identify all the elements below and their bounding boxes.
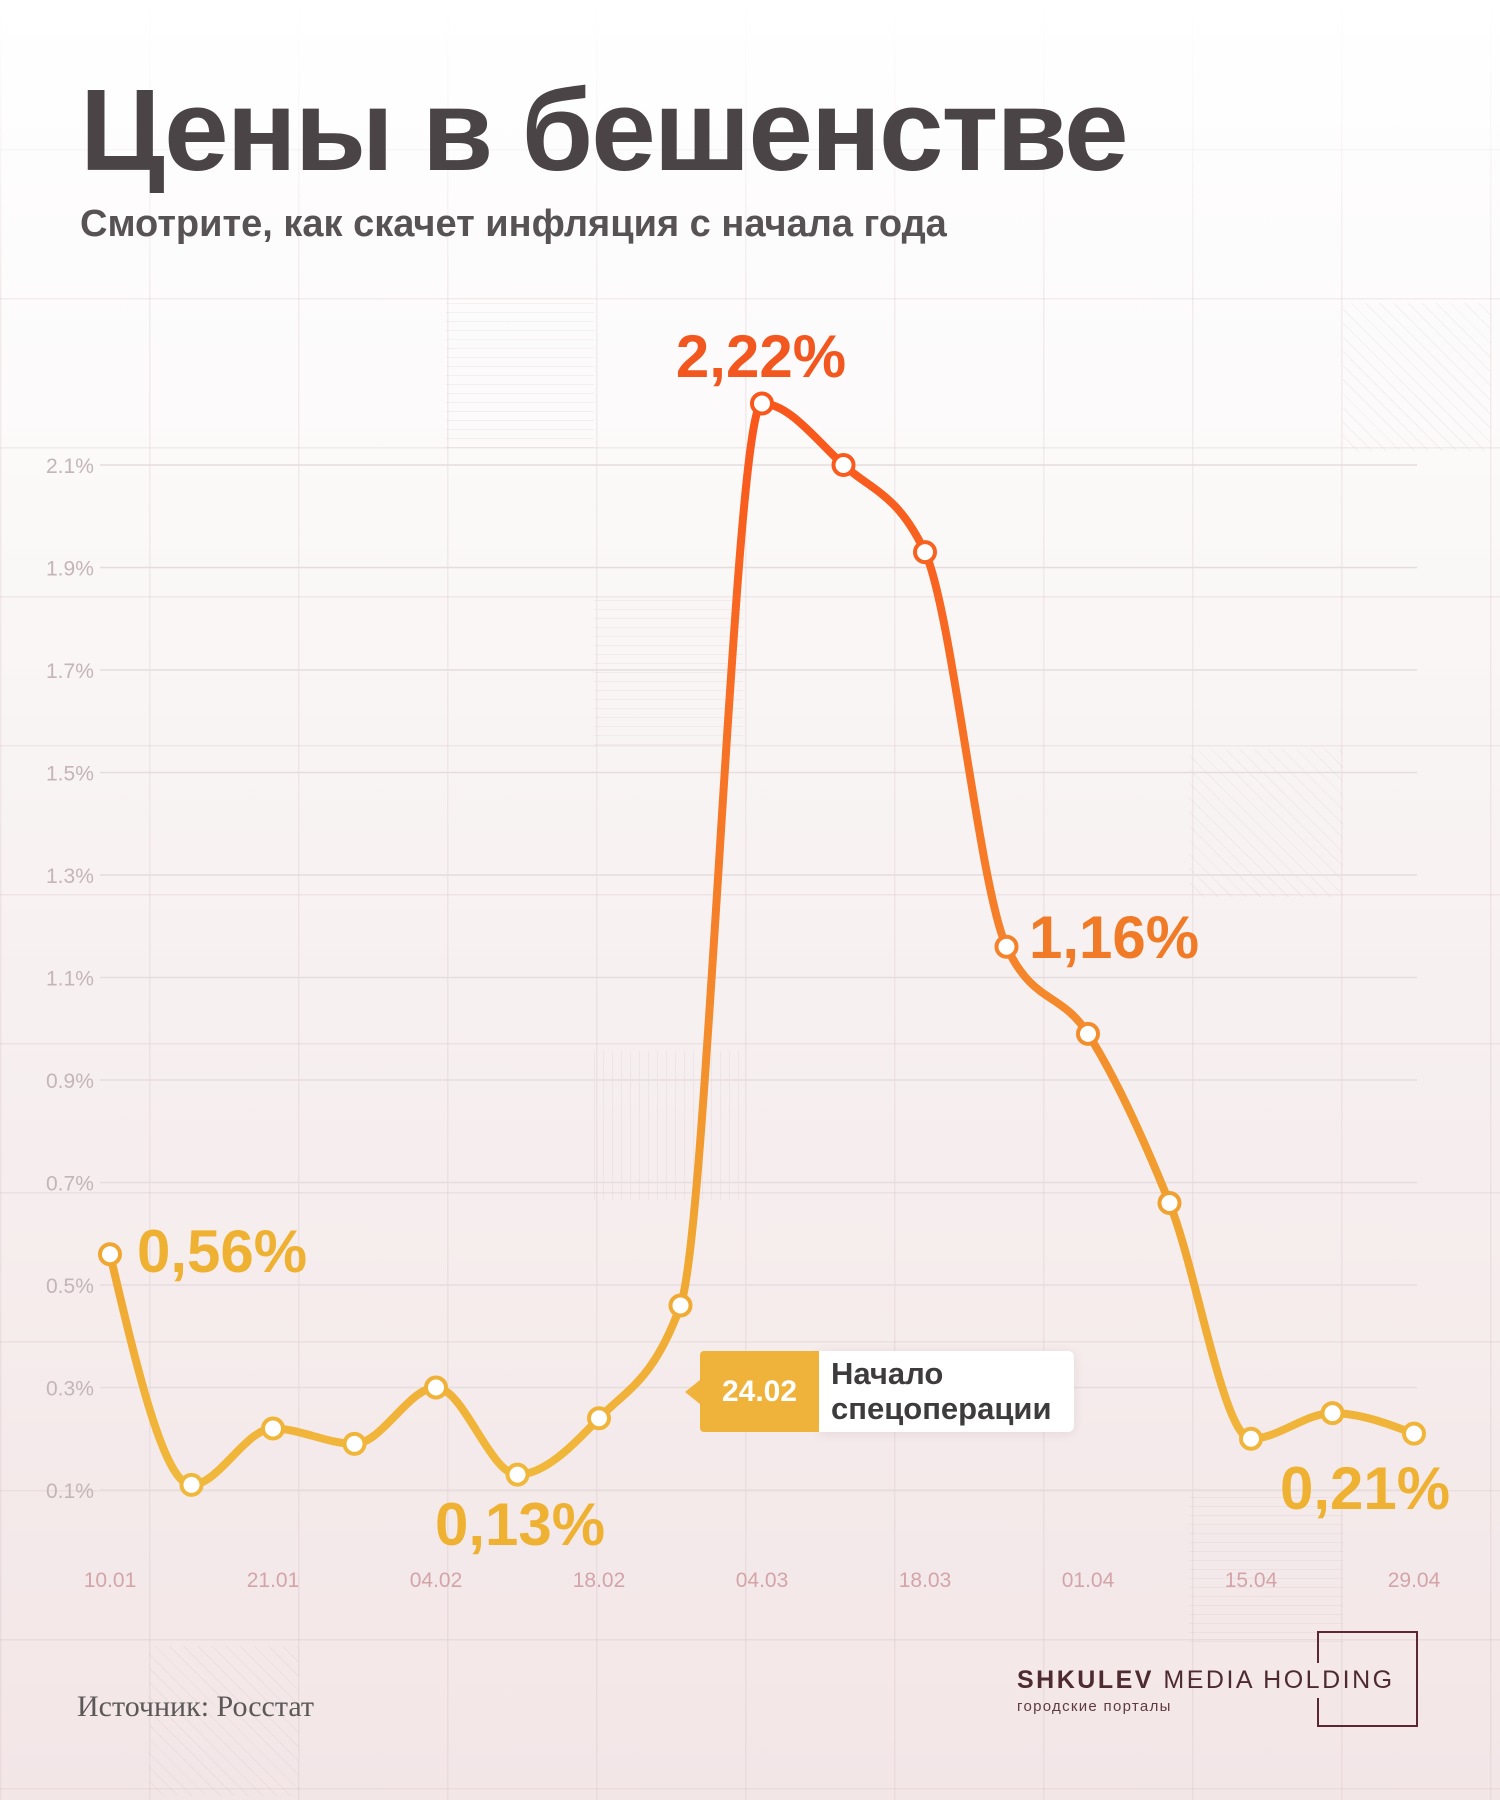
x-tick-label: 18.02 (573, 1569, 626, 1592)
source-note: Источник: Росстат (77, 1690, 314, 1723)
decor-hatch (1343, 303, 1491, 451)
y-tick-label: 1.3% (46, 865, 94, 888)
y-tick-label: 1.5% (46, 763, 94, 786)
y-tick-label: 0.5% (46, 1275, 94, 1298)
x-tick-label: 10.01 (84, 1569, 137, 1592)
data-point (668, 1293, 693, 1318)
x-tick-label: 04.02 (410, 1569, 463, 1592)
brand-logo-text: SHKULEV MEDIA HOLDING (1017, 1668, 1395, 1693)
decor-hatch (446, 303, 594, 451)
decor-hatch (594, 600, 743, 749)
event-label: Начало спецоперации (819, 1351, 1074, 1432)
data-point (342, 1431, 367, 1456)
decor-hatch (1189, 1497, 1343, 1646)
x-tick-label: 01.04 (1062, 1569, 1115, 1592)
x-tick-label: 21.01 (247, 1569, 300, 1592)
data-point (994, 934, 1019, 959)
brand-name-bold: SHKULEV (1017, 1666, 1154, 1694)
y-tick-label: 0.1% (46, 1480, 94, 1503)
data-point (1239, 1426, 1263, 1451)
data-point (261, 1416, 285, 1441)
data-point (179, 1472, 204, 1497)
event-callout: 24.02 Начало спецоперации (700, 1351, 1074, 1432)
annotation-value-1-16: 1,16% (1029, 904, 1199, 971)
y-tick-label: 1.7% (46, 660, 94, 683)
x-tick-label: 04.03 (736, 1569, 789, 1592)
y-tick-label: 0.7% (46, 1173, 94, 1196)
event-date-badge: 24.02 (700, 1351, 819, 1432)
data-point (831, 453, 856, 477)
y-tick-label: 1.1% (46, 968, 94, 991)
data-point (913, 540, 937, 565)
x-axis: 10.01 21.01 04.02 18.02 04.03 18.03 01.04 15.04… (84, 1569, 1441, 1592)
brand-name-light: MEDIA HOLDING (1163, 1666, 1395, 1694)
x-tick-label: 15.04 (1225, 1569, 1278, 1592)
data-point (750, 391, 774, 416)
brand-frame-icon (1317, 1631, 1418, 1727)
page-subtitle: Смотрите, как скачет инфляция с начала г… (80, 203, 947, 245)
x-tick-label: 29.04 (1388, 1569, 1441, 1592)
event-label-line2: спецоперации (831, 1390, 1052, 1426)
y-axis: 0.1% 0.3% 0.5% 0.7% 0.9% 1.1% 1.3% 1.5% 1.7% 1.9%… (46, 455, 94, 1503)
annotation-value-0-13: 0,13% (435, 1491, 605, 1558)
data-point (98, 1242, 122, 1267)
x-tick-label: 18.03 (899, 1569, 952, 1592)
y-tick-label: 0.9% (46, 1070, 94, 1093)
y-tick-label: 0.3% (46, 1378, 94, 1401)
annotation-peak-value: 2,22% (676, 323, 846, 390)
data-point (1402, 1421, 1426, 1446)
data-points (98, 391, 1426, 1497)
data-point (1320, 1401, 1345, 1426)
y-tick-label: 2.1% (46, 455, 94, 478)
inflation-line (106, 399, 1418, 1489)
decor-hatch (594, 1051, 743, 1200)
brand-tagline: городские порталы (1017, 1698, 1172, 1715)
grid-lines (100, 464, 1417, 1491)
decor-hatch (149, 1646, 299, 1796)
page-title: Цены в бешенстве (80, 65, 1129, 195)
data-point (505, 1462, 530, 1487)
annotation-first-value: 0,56% (137, 1218, 307, 1285)
data-point (424, 1375, 448, 1400)
annotation-last-value: 0,21% (1280, 1455, 1450, 1522)
data-point (1076, 1021, 1100, 1046)
event-label-line1: Начало (831, 1356, 944, 1392)
y-tick-label: 1.9% (46, 558, 94, 581)
data-point (587, 1406, 611, 1431)
decor-hatch (1189, 749, 1343, 897)
data-point (1157, 1191, 1182, 1215)
